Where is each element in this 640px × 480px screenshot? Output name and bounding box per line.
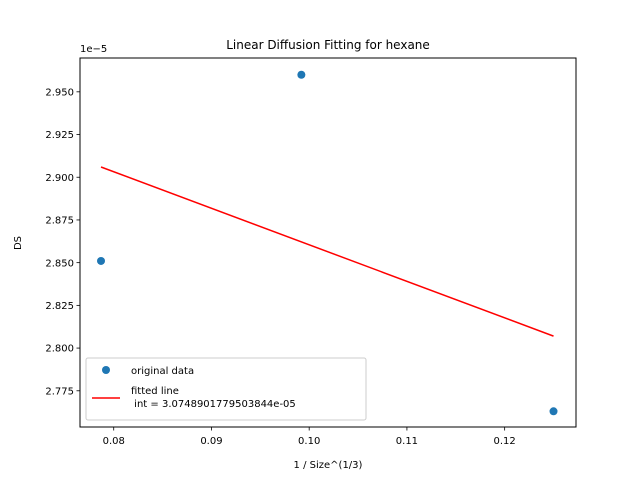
- y-tick-label: 2.825: [45, 301, 74, 312]
- y-tick-label: 2.775: [45, 386, 74, 397]
- y-tick-label: 2.925: [45, 130, 74, 141]
- x-tick-label: 0.10: [298, 436, 320, 447]
- x-axis-label: 1 / Size^(1/3): [294, 460, 363, 471]
- y-tick-label: 2.950: [45, 87, 74, 98]
- fitted-line: [100, 166, 554, 337]
- legend-label-original-data: original data: [131, 366, 194, 377]
- y-tick-label: 2.850: [45, 258, 74, 269]
- plot-area-frame: [79, 57, 577, 428]
- chart-title: Linear Diffusion Fitting for hexane: [226, 38, 430, 52]
- x-tick-label: 0.09: [200, 436, 222, 447]
- y-axis-offset-text: 1e−5: [80, 44, 107, 55]
- y-tick-label: 2.800: [45, 344, 74, 355]
- x-tick-label: 0.11: [396, 436, 418, 447]
- y-axis-label: DS: [13, 236, 24, 250]
- data-point: [549, 407, 558, 416]
- y-tick-label: 2.875: [45, 216, 74, 227]
- data-point: [297, 70, 306, 79]
- data-point: [97, 256, 106, 265]
- y-tick-label: 2.900: [45, 173, 74, 184]
- x-tick-label: 0.08: [103, 436, 125, 447]
- legend-marker-original-data: [102, 366, 110, 374]
- x-tick-label: 0.12: [494, 436, 516, 447]
- legend-box: [85, 357, 367, 421]
- legend-label-fitted-line: fitted line int = 3.0748901779503844e-05: [131, 386, 296, 410]
